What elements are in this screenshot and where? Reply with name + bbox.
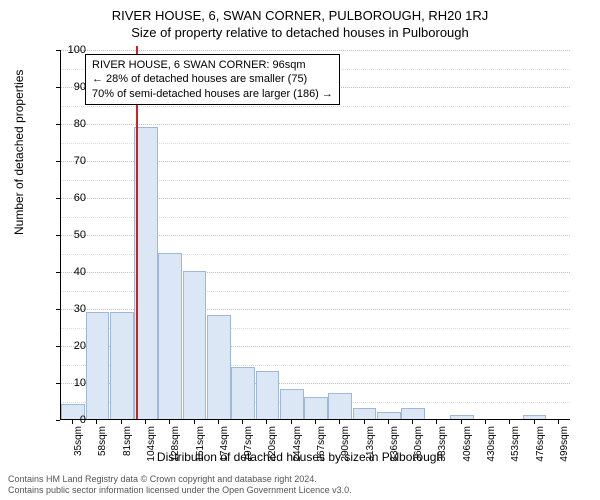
x-tick-mark — [266, 420, 267, 424]
x-tick-mark — [388, 420, 389, 424]
x-tick-mark — [242, 420, 243, 424]
y-tick-label: 50 — [74, 229, 86, 241]
histogram-bar — [401, 408, 425, 419]
y-tick-label: 100 — [68, 44, 86, 56]
y-tick-label: 40 — [74, 266, 86, 278]
histogram-bar — [231, 367, 255, 419]
annotation-line1: RIVER HOUSE, 6 SWAN CORNER: 96sqm — [92, 58, 333, 72]
histogram-bar — [158, 253, 182, 420]
x-tick-label: 313sqm — [365, 426, 376, 466]
x-tick-label: 244sqm — [292, 426, 303, 466]
chart-title: RIVER HOUSE, 6, SWAN CORNER, PULBOROUGH,… — [0, 0, 600, 23]
y-tick-mark — [56, 124, 60, 125]
x-tick-label: 81sqm — [122, 426, 133, 466]
y-tick-mark — [56, 50, 60, 51]
x-tick-label: 58sqm — [97, 426, 108, 466]
y-tick-mark — [56, 309, 60, 310]
y-tick-mark — [56, 383, 60, 384]
y-tick-mark — [56, 272, 60, 273]
x-tick-mark — [72, 420, 73, 424]
x-tick-mark — [485, 420, 486, 424]
x-tick-mark — [169, 420, 170, 424]
x-tick-label: 453sqm — [510, 426, 521, 466]
x-tick-label: 430sqm — [486, 426, 497, 466]
x-tick-label: 197sqm — [243, 426, 254, 466]
x-tick-mark — [436, 420, 437, 424]
y-tick-mark — [56, 161, 60, 162]
annotation-line2: ← 28% of detached houses are smaller (75… — [92, 72, 333, 86]
chart-container: RIVER HOUSE, 6, SWAN CORNER, PULBOROUGH,… — [0, 0, 600, 500]
y-tick-mark — [56, 198, 60, 199]
x-tick-mark — [291, 420, 292, 424]
histogram-bar — [183, 271, 207, 419]
x-tick-label: 336sqm — [389, 426, 400, 466]
x-tick-label: 267sqm — [316, 426, 327, 466]
histogram-bar — [450, 415, 474, 419]
histogram-bar — [353, 408, 377, 419]
y-axis-label: Number of detached properties — [12, 70, 26, 235]
chart-plot-area: RIVER HOUSE, 6 SWAN CORNER: 96sqm ← 28% … — [60, 50, 570, 420]
x-tick-mark — [96, 420, 97, 424]
y-tick-mark — [56, 346, 60, 347]
x-tick-mark — [412, 420, 413, 424]
x-tick-label: 499sqm — [559, 426, 570, 466]
x-tick-mark — [534, 420, 535, 424]
histogram-bar — [86, 312, 110, 419]
histogram-bar — [280, 389, 304, 419]
x-tick-label: 35sqm — [73, 426, 84, 466]
y-tick-mark — [56, 235, 60, 236]
x-tick-label: 104sqm — [146, 426, 157, 466]
x-tick-label: 128sqm — [170, 426, 181, 466]
y-tick-label: 70 — [74, 155, 86, 167]
x-tick-mark — [364, 420, 365, 424]
x-tick-mark — [194, 420, 195, 424]
x-tick-mark — [218, 420, 219, 424]
x-tick-label: 360sqm — [413, 426, 424, 466]
histogram-bar — [110, 312, 134, 419]
histogram-bar — [256, 371, 280, 419]
histogram-bar — [328, 393, 352, 419]
y-tick-label: 10 — [74, 377, 86, 389]
footer-line2: Contains public sector information licen… — [8, 485, 352, 496]
x-tick-label: 476sqm — [535, 426, 546, 466]
x-tick-mark — [461, 420, 462, 424]
annotation-box: RIVER HOUSE, 6 SWAN CORNER: 96sqm ← 28% … — [85, 54, 340, 105]
y-tick-label: 0 — [80, 414, 86, 426]
x-tick-mark — [558, 420, 559, 424]
x-tick-mark — [121, 420, 122, 424]
histogram-bar — [523, 415, 547, 419]
y-tick-label: 60 — [74, 192, 86, 204]
y-tick-label: 80 — [74, 118, 86, 130]
x-tick-label: 151sqm — [195, 426, 206, 466]
x-tick-mark — [315, 420, 316, 424]
x-tick-label: 383sqm — [437, 426, 448, 466]
annotation-line3: 70% of semi-detached houses are larger (… — [92, 87, 333, 101]
histogram-bar — [207, 315, 231, 419]
y-tick-mark — [56, 420, 60, 421]
x-tick-label: 220sqm — [267, 426, 278, 466]
x-tick-label: 174sqm — [219, 426, 230, 466]
x-tick-mark — [145, 420, 146, 424]
footer-line1: Contains HM Land Registry data © Crown c… — [8, 474, 352, 485]
x-tick-mark — [339, 420, 340, 424]
chart-subtitle: Size of property relative to detached ho… — [0, 23, 600, 40]
x-tick-mark — [509, 420, 510, 424]
y-tick-mark — [56, 87, 60, 88]
histogram-bar — [377, 412, 401, 419]
x-tick-label: 290sqm — [340, 426, 351, 466]
y-tick-label: 30 — [74, 303, 86, 315]
footer-credits: Contains HM Land Registry data © Crown c… — [8, 474, 352, 496]
y-tick-label: 20 — [74, 340, 86, 352]
histogram-bar — [304, 397, 328, 419]
x-tick-label: 406sqm — [462, 426, 473, 466]
